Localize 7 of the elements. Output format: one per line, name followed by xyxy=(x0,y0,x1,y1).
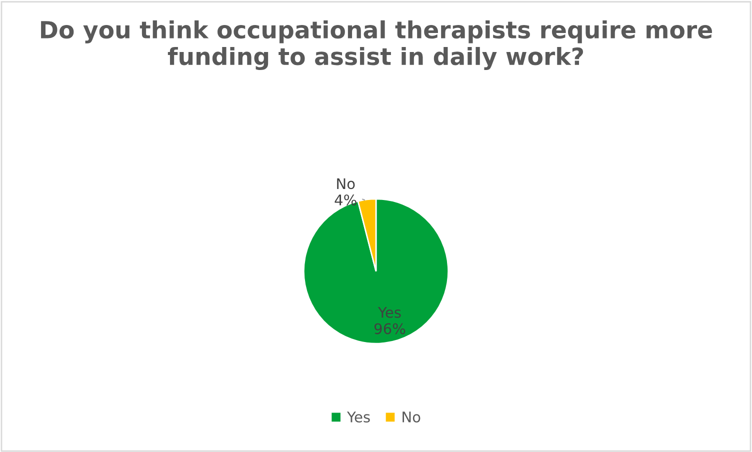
legend-label: No xyxy=(402,412,420,422)
chart-title: Do you think occupational therapists require more funding to assist in daily work? xyxy=(41,20,712,70)
slice-label: Yes xyxy=(378,307,401,318)
legend-label: Yes xyxy=(346,412,370,422)
data-label: 4% xyxy=(334,194,356,206)
slice-label: No xyxy=(337,178,355,190)
data-label: 96% xyxy=(374,323,406,334)
